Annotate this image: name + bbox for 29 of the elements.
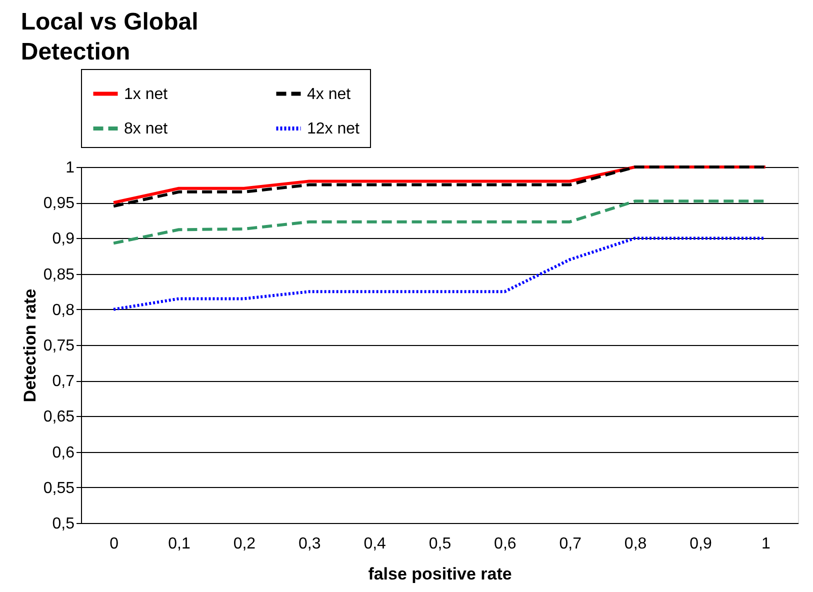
chart-title: Local vs Global Detection	[20, 8, 198, 66]
y-tick-label: 0,6	[52, 444, 75, 462]
x-tick-label: 0,5	[428, 536, 452, 552]
x-tick-label: 1	[761, 536, 770, 552]
legend-label: 4x net	[307, 86, 352, 103]
x-tick-label: 0,7	[559, 536, 582, 552]
y-tick-label: 1	[66, 160, 75, 176]
x-tick-label: 0,4	[364, 536, 386, 552]
y-tick-label: 0,8	[52, 302, 75, 319]
x-tick-label: 0,8	[624, 536, 647, 552]
x-tick-label: 0,6	[494, 536, 516, 552]
legend-label: 12x net	[307, 120, 360, 138]
x-tick-label: 0	[110, 536, 119, 552]
y-tick-label: 0,75	[43, 338, 75, 354]
x-tick-label: 0,1	[168, 536, 190, 552]
y-tick-label: 0,9	[52, 230, 75, 248]
y-tick-label: 0,85	[43, 266, 75, 284]
y-tick-label: 0,95	[43, 195, 75, 212]
y-axis-title: Detection rate	[20, 288, 40, 402]
legend-label: 1x net	[124, 86, 168, 103]
y-tick-label: 0,55	[43, 480, 75, 497]
x-axis-title: false positive rate	[368, 564, 512, 584]
y-tick-label: 0,65	[43, 408, 75, 426]
legend-label: 8x net	[124, 120, 168, 138]
x-tick-label: 0,9	[690, 536, 712, 552]
y-tick-label: 0,5	[52, 516, 75, 532]
x-tick-label: 0,3	[298, 536, 321, 552]
x-tick-label: 0,2	[233, 536, 256, 552]
y-tick-label: 0,7	[52, 373, 75, 390]
